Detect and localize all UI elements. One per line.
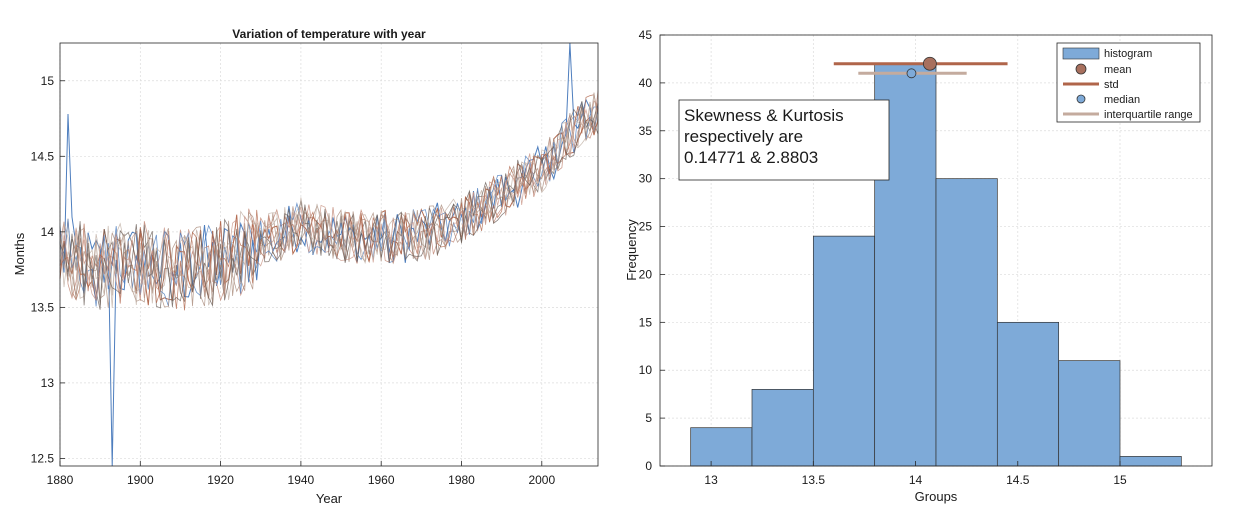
mean-marker <box>923 57 936 70</box>
legend-mean-marker <box>1076 64 1086 74</box>
left-x-axis-label: Year <box>316 491 343 506</box>
legend-std-label: std <box>1104 79 1119 91</box>
right-x-tick-label: 14 <box>909 473 923 487</box>
annotation-line-2: respectively are <box>684 127 803 146</box>
right-x-tick-label: 13 <box>704 473 718 487</box>
left-y-tick-label: 14.5 <box>31 149 55 163</box>
histogram-bar <box>1120 456 1181 466</box>
right-y-tick-label: 25 <box>639 220 653 234</box>
right-x-tick-label: 14.5 <box>1006 473 1030 487</box>
legend-median-label: median <box>1104 94 1140 106</box>
right-x-tick-label: 13.5 <box>802 473 826 487</box>
left-y-axis-label: Months <box>12 232 27 275</box>
left-y-tick-label: 13 <box>41 376 55 390</box>
legend-median-marker <box>1077 95 1085 103</box>
left-x-tick-label: 1900 <box>127 473 154 487</box>
temperature-line-chart: 1880 1900 1920 1940 1960 1980 2000 12.5 13 13.5 14… <box>12 27 598 506</box>
right-y-tick-label: 5 <box>645 411 652 425</box>
right-y-tick-label: 15 <box>639 315 653 329</box>
left-x-tick-label: 1960 <box>368 473 395 487</box>
left-x-tick-label: 1920 <box>207 473 234 487</box>
right-y-tick-label: 45 <box>639 28 653 42</box>
right-y-tick-label: 40 <box>639 76 653 90</box>
histogram-bar <box>752 389 813 466</box>
left-y-tick-label: 15 <box>41 74 55 88</box>
left-y-tick-label: 14 <box>41 225 55 239</box>
right-y-tick-label: 10 <box>639 363 653 377</box>
left-chart-title: Variation of temperature with year <box>232 27 426 41</box>
right-x-tick-label: 15 <box>1113 473 1127 487</box>
left-x-tick-label: 1880 <box>47 473 74 487</box>
left-x-tick-label: 1940 <box>288 473 315 487</box>
right-x-axis-label: Groups <box>915 489 958 504</box>
legend-iqr-label: interquartile range <box>1104 109 1193 121</box>
right-y-tick-label: 20 <box>639 267 653 281</box>
histogram-bar <box>691 428 752 466</box>
right-y-tick-label: 0 <box>645 459 652 473</box>
left-y-tick-label: 12.5 <box>31 451 55 465</box>
legend-histogram-swatch <box>1063 48 1099 59</box>
legend: histogram mean std median interquartile … <box>1057 43 1200 122</box>
histogram-bar <box>1059 361 1120 466</box>
statistics-annotation-box: Skewness & Kurtosis respectively are 0.1… <box>679 100 889 180</box>
right-y-tick-label: 30 <box>639 172 653 186</box>
legend-histogram-label: histogram <box>1104 48 1152 60</box>
histogram-bar <box>813 236 874 466</box>
right-y-tick-label: 35 <box>639 124 653 138</box>
annotation-line-3: 0.14771 & 2.8803 <box>684 148 818 167</box>
right-y-axis-label: Frequency <box>624 219 639 281</box>
median-marker <box>907 69 916 78</box>
left-y-tick-label: 13.5 <box>31 300 55 314</box>
histogram-bar <box>997 322 1058 466</box>
left-x-tick-label: 1980 <box>448 473 475 487</box>
annotation-line-1: Skewness & Kurtosis <box>684 106 844 125</box>
left-x-tick-label: 2000 <box>528 473 555 487</box>
legend-mean-label: mean <box>1104 64 1132 76</box>
histogram-bar <box>936 179 997 466</box>
